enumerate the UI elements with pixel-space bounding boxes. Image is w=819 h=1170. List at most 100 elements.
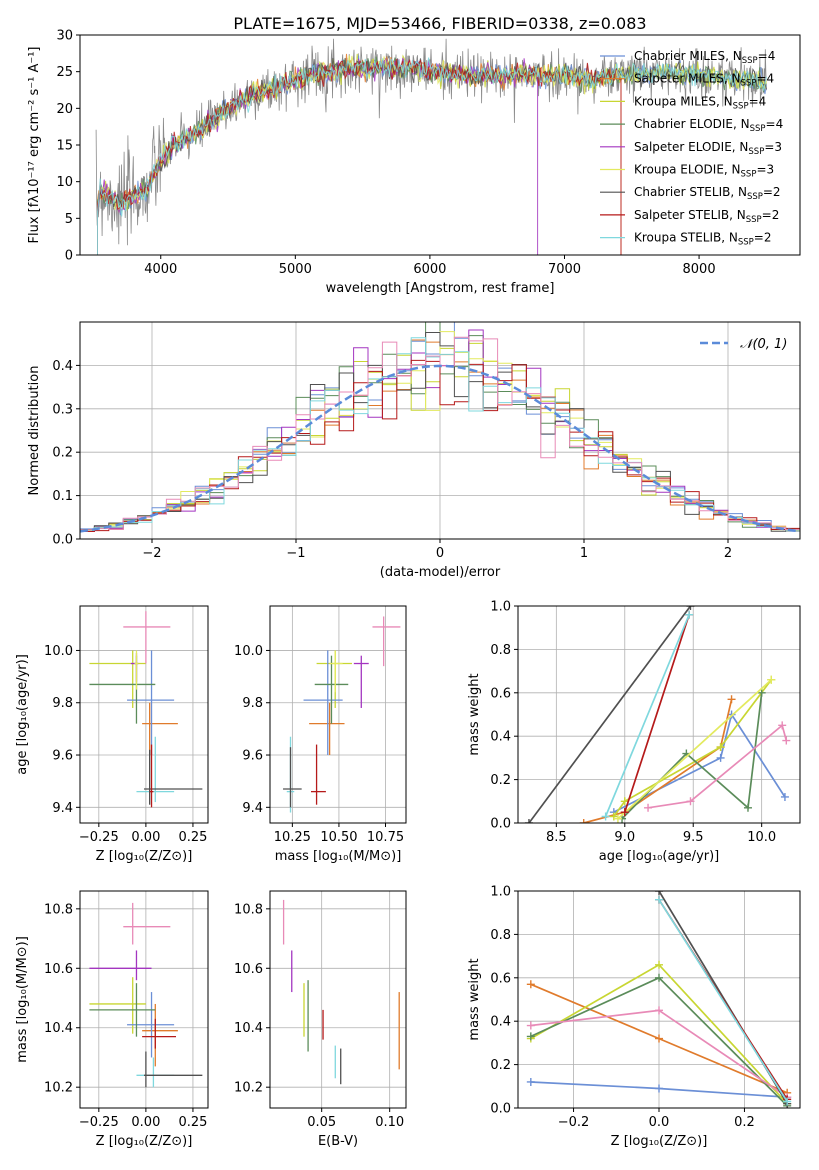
x-axis-label: wavelength [Angstrom, rest frame] bbox=[326, 281, 555, 296]
mass-weight-marker bbox=[685, 610, 694, 619]
mass-weight-marker bbox=[609, 812, 618, 821]
legend-entry: Chabrier MILES, NSSP=4 bbox=[634, 49, 775, 66]
y-tick-label: 0.0 bbox=[490, 1102, 511, 1117]
plot-area bbox=[526, 891, 792, 1108]
panel-0: 4000 5000 6000 7000 8000 0 5 10 15 20 25 30 waveleng… bbox=[27, 29, 801, 296]
x-tick-label: 10.50 bbox=[320, 830, 357, 845]
y-tick-label: 0.4 bbox=[52, 359, 73, 374]
y-axis-label: age [log₁₀(age/yr)] bbox=[15, 654, 30, 775]
legend-text: Salpeter STELIB, N bbox=[634, 208, 746, 222]
panel-7: −0.2 0.0 0.2 0.0 0.2 0.4 0.6 0.8 1.0 Z [log₁₀(Z/Z… bbox=[467, 885, 801, 1149]
y-tick-label: 0.2 bbox=[490, 1058, 511, 1073]
legend-entry: Kroupa MILES, NSSP=4 bbox=[634, 94, 766, 111]
y-tick-label: 0.8 bbox=[490, 928, 511, 943]
x-tick-label: 9.0 bbox=[614, 830, 635, 845]
mass-weight-marker bbox=[524, 819, 533, 823]
x-axis-label: Z [log₁₀(Z/Z⊙)] bbox=[611, 1134, 708, 1149]
mass-weight-marker bbox=[655, 973, 663, 982]
residual-legend: 𝒩(0, 1) bbox=[700, 337, 787, 352]
y-axis-label: Flux [fλ10⁻¹⁷ erg cm⁻² s⁻¹ A⁻¹] bbox=[27, 47, 42, 244]
x-tick-label: −1 bbox=[286, 546, 305, 561]
y-tick-label: 10.4 bbox=[44, 1021, 73, 1036]
legend-text: Kroupa MILES, N bbox=[634, 94, 733, 108]
x-tick-label: −0.25 bbox=[79, 830, 119, 845]
plot-area bbox=[524, 606, 791, 823]
mass-weight-marker bbox=[601, 812, 610, 821]
mass-weight-marker bbox=[526, 980, 535, 989]
axes-frame bbox=[79, 605, 209, 824]
mass-weight-marker bbox=[526, 1021, 535, 1030]
x-tick-label: 4000 bbox=[144, 262, 177, 277]
legend-tail: =4 bbox=[749, 94, 767, 108]
spectrum-model-line bbox=[97, 58, 622, 255]
axes-frame bbox=[79, 321, 801, 540]
mass-weight-marker bbox=[782, 736, 791, 745]
mass-weight-marker bbox=[780, 792, 789, 801]
y-tick-label: 20 bbox=[56, 102, 73, 117]
x-tick-label: 1 bbox=[580, 546, 588, 561]
x-tick-label: 5000 bbox=[279, 262, 312, 277]
legend-sub: SSP bbox=[747, 192, 763, 202]
legend-sub: SSP bbox=[733, 101, 749, 111]
y-tick-label: 10.6 bbox=[44, 962, 73, 977]
y-tick-label: 9.4 bbox=[52, 801, 73, 816]
x-axis-label: (data-model)/error bbox=[380, 565, 501, 580]
mass-weight-line bbox=[658, 899, 788, 1102]
x-tick-label: −2 bbox=[142, 546, 161, 561]
mass-weight-marker bbox=[783, 1097, 792, 1106]
y-tick-label: 15 bbox=[56, 139, 73, 154]
y-tick-label: 0.3 bbox=[52, 402, 73, 417]
y-tick-label: 10.8 bbox=[44, 902, 73, 917]
legend-entry: Kroupa STELIB, NSSP=2 bbox=[634, 231, 772, 248]
y-tick-label: 0.6 bbox=[490, 971, 511, 986]
y-axis-label: Normed distribution bbox=[27, 366, 42, 496]
y-tick-label: 10.4 bbox=[234, 1021, 263, 1036]
panel-3: 10.25 10.50 10.75 9.4 9.6 9.8 10.0 mass [log₁₀(… bbox=[234, 605, 407, 864]
legend-tail: =2 bbox=[754, 231, 772, 245]
y-tick-label: 0.8 bbox=[490, 643, 511, 658]
legend-sub: SSP bbox=[738, 238, 754, 248]
legend-text: Kroupa ELODIE, N bbox=[634, 163, 741, 177]
y-tick-label: 0.6 bbox=[490, 686, 511, 701]
plot-area bbox=[282, 899, 400, 1085]
legend-sub: SSP bbox=[750, 124, 766, 134]
legend-entry: Kroupa ELODIE, NSSP=3 bbox=[634, 163, 774, 180]
x-axis-label: Z [log₁₀(Z/Z⊙)] bbox=[96, 1134, 193, 1149]
mass-weight-marker bbox=[655, 1034, 663, 1043]
x-tick-label: 0.05 bbox=[307, 1115, 336, 1130]
mass-weight-marker bbox=[526, 1032, 535, 1041]
plot-area bbox=[89, 611, 203, 808]
plot-area bbox=[283, 616, 401, 813]
panel-5: −0.25 0.00 0.25 10.2 10.4 10.6 10.8 Z [log₁₀(Z/… bbox=[15, 890, 209, 1149]
legend-text: Chabrier STELIB, N bbox=[634, 185, 747, 199]
x-tick-label: 0.0 bbox=[649, 1115, 670, 1130]
y-tick-label: 5 bbox=[65, 212, 73, 227]
legend-entry: 𝒩(0, 1) bbox=[740, 337, 787, 352]
y-tick-label: 10.2 bbox=[44, 1081, 73, 1096]
y-tick-label: 0.0 bbox=[490, 817, 511, 832]
spectrum-title: PLATE=1675, MJD=53466, FIBERID=0338, z=0… bbox=[233, 14, 646, 33]
mass-weight-line bbox=[613, 679, 772, 817]
x-tick-label: 0 bbox=[436, 546, 444, 561]
y-tick-label: 25 bbox=[56, 65, 73, 80]
mass-weight-line bbox=[617, 679, 772, 820]
axes-frame bbox=[517, 605, 801, 824]
y-tick-label: 10.2 bbox=[234, 1081, 263, 1096]
spectrum-model-line bbox=[97, 57, 767, 255]
y-tick-label: 10.0 bbox=[44, 644, 73, 659]
x-tick-label: 7000 bbox=[548, 262, 581, 277]
y-tick-label: 0 bbox=[65, 249, 73, 264]
legend-entry: Salpeter STELIB, NSSP=2 bbox=[634, 208, 779, 225]
x-tick-label: 0.25 bbox=[178, 1115, 207, 1130]
x-tick-label: 0.00 bbox=[131, 830, 160, 845]
legend-tail: =4 bbox=[756, 72, 774, 86]
legend-sub: SSP bbox=[741, 79, 757, 89]
x-tick-label: 8000 bbox=[683, 262, 716, 277]
x-tick-label: −0.2 bbox=[558, 1115, 590, 1130]
y-tick-label: 0.4 bbox=[490, 1015, 511, 1030]
legend-text: Salpeter MILES, N bbox=[634, 72, 741, 86]
x-tick-label: 8.5 bbox=[546, 830, 567, 845]
y-tick-label: 0.0 bbox=[52, 533, 73, 548]
